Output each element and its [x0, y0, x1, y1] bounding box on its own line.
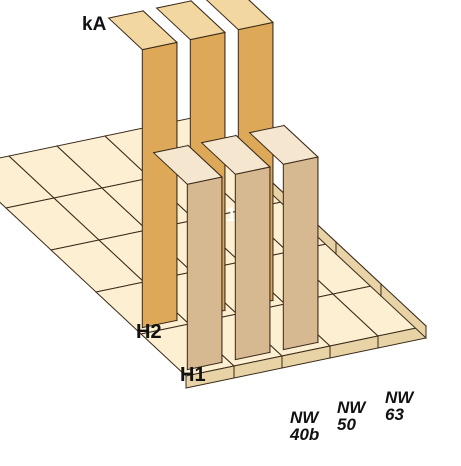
bar-h2-1: 150	[107, 9, 213, 329]
bar-front	[141, 41, 178, 329]
row-label-h1: H1	[180, 364, 206, 386]
bar-h1-3	[248, 124, 319, 351]
bar-front	[234, 166, 271, 361]
bar-top	[155, 0, 226, 41]
row-label-h2: H2	[136, 321, 162, 343]
category-label-nw50: NW 50	[337, 398, 367, 434]
bars: 150100	[107, 0, 319, 371]
bar-h1-1: 100	[152, 144, 258, 371]
category-label-nw40b: NW 40b	[289, 408, 320, 444]
bar-top	[205, 0, 274, 31]
labels: kA H2 H1 NW 40b NW 50 NW 63	[82, 14, 415, 444]
category-label-nw63: NW 63	[385, 388, 415, 424]
bar-front	[282, 156, 319, 351]
bar-top	[200, 134, 271, 175]
bar-front	[186, 176, 223, 371]
bar-top	[107, 10, 178, 51]
bar-h1-2	[200, 134, 271, 361]
bar-top	[248, 124, 319, 165]
bar-top	[152, 144, 223, 185]
unit-label: kA	[82, 14, 107, 35]
